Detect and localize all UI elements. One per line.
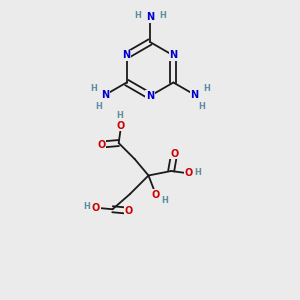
Text: H: H: [134, 11, 141, 20]
Text: H: H: [84, 202, 91, 211]
Text: O: O: [97, 140, 105, 149]
Text: H: H: [95, 102, 102, 111]
Text: O: O: [170, 148, 178, 159]
Text: N: N: [169, 50, 177, 61]
Text: H: H: [162, 196, 168, 205]
Text: O: O: [125, 206, 133, 216]
Text: N: N: [146, 12, 154, 22]
Text: O: O: [184, 168, 193, 178]
Text: H: H: [159, 11, 166, 20]
Text: H: H: [116, 111, 123, 120]
Text: N: N: [190, 90, 199, 100]
Text: O: O: [92, 203, 100, 213]
Text: H: H: [90, 84, 97, 93]
Text: H: H: [195, 168, 202, 177]
Text: O: O: [152, 190, 160, 200]
Text: N: N: [123, 50, 131, 61]
Text: H: H: [198, 102, 205, 111]
Text: O: O: [117, 121, 125, 130]
Text: N: N: [146, 91, 154, 101]
Text: N: N: [101, 90, 110, 100]
Text: H: H: [203, 84, 210, 93]
